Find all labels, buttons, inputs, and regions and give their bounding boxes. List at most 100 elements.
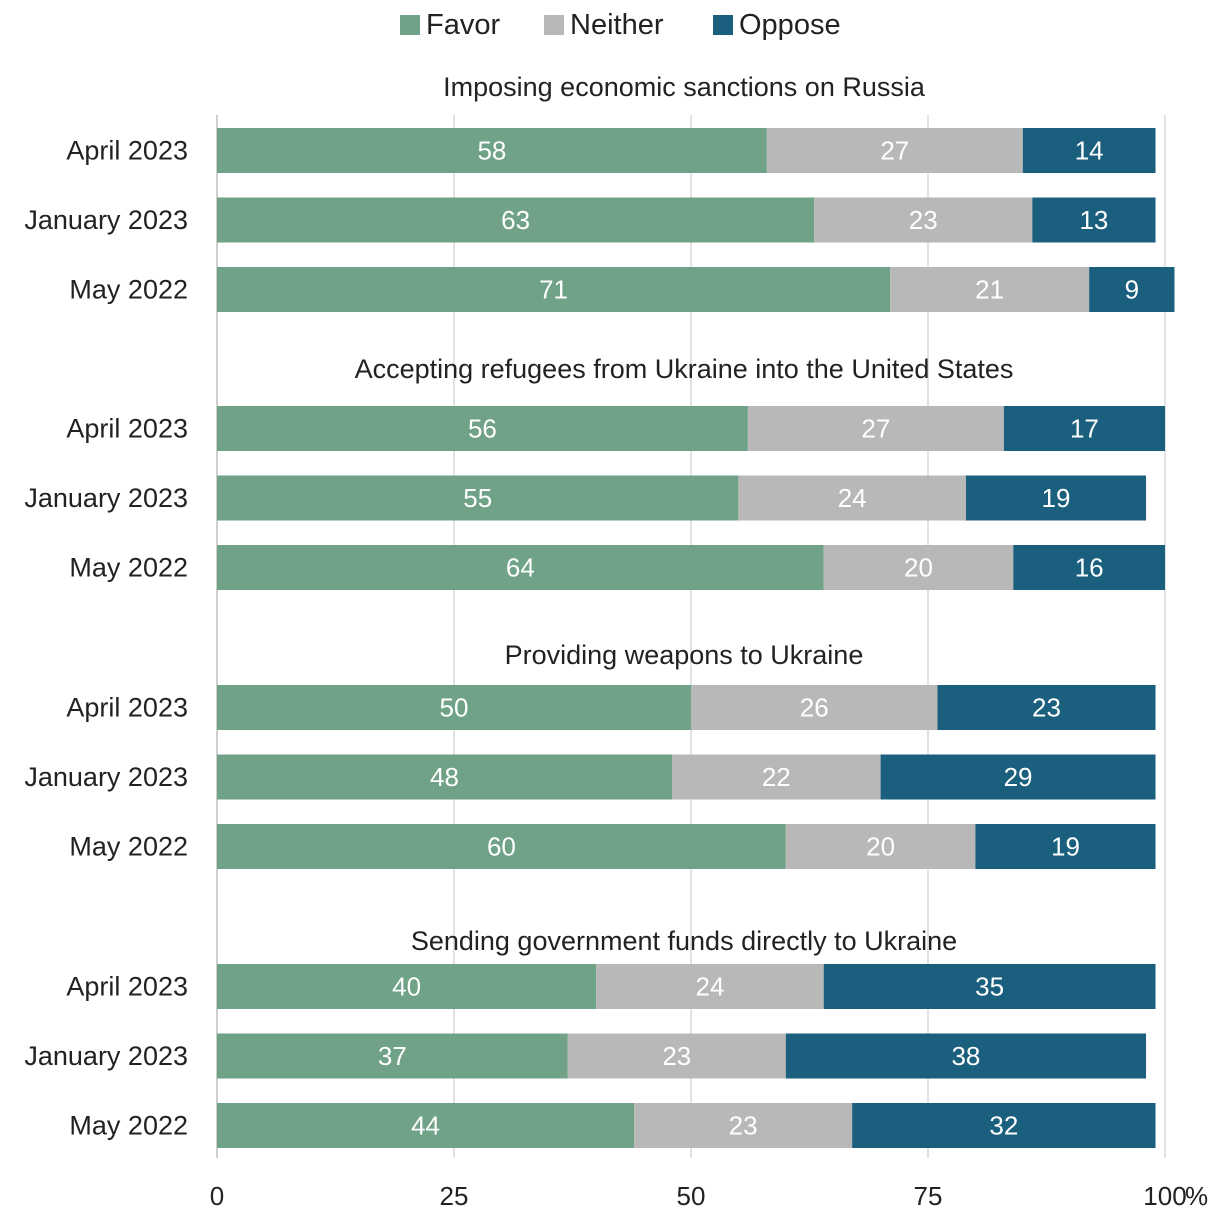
bar-segment-neither xyxy=(567,1033,786,1079)
bar-segment-favor xyxy=(217,754,673,800)
bar-segment-oppose xyxy=(1089,267,1175,312)
group-title: Sending government funds directly to Ukr… xyxy=(411,926,957,956)
data-label: 37 xyxy=(378,1041,407,1071)
data-label: 56 xyxy=(468,414,497,444)
bar-segment-oppose xyxy=(852,1103,1156,1148)
data-label: 35 xyxy=(975,972,1004,1002)
x-tick-label: 75 xyxy=(914,1181,943,1209)
bar-segment-neither xyxy=(634,1103,853,1148)
bar-segment-oppose xyxy=(880,754,1156,800)
bar-segment-oppose xyxy=(1032,197,1156,243)
bar-segment-neither xyxy=(814,197,1033,243)
data-label: 24 xyxy=(838,483,867,513)
data-label: 23 xyxy=(662,1041,691,1071)
data-label: 27 xyxy=(880,136,909,166)
data-label: 23 xyxy=(729,1111,758,1141)
data-label: 16 xyxy=(1075,553,1104,583)
bar-segment-neither xyxy=(596,964,824,1009)
row-label: April 2023 xyxy=(66,136,188,166)
group-title: Imposing economic sanctions on Russia xyxy=(443,72,926,102)
bar-segment-oppose xyxy=(937,685,1156,730)
data-label: 19 xyxy=(1051,832,1080,862)
data-label: 13 xyxy=(1079,205,1108,235)
bar-segment-oppose xyxy=(965,475,1147,521)
bar-segment-favor xyxy=(217,197,815,243)
row-label: May 2022 xyxy=(69,1111,188,1141)
row-label: January 2023 xyxy=(24,483,188,513)
data-label: 23 xyxy=(1032,693,1061,723)
x-tick-label: 0 xyxy=(210,1181,224,1209)
legend-swatch-favor xyxy=(400,15,420,35)
bar-segment-neither xyxy=(785,824,976,869)
labels: 0 25 50 75 100% Imposing economic sanctions o… xyxy=(24,72,1208,1209)
bar-segment-oppose xyxy=(823,964,1156,1009)
data-label: 19 xyxy=(1042,483,1071,513)
data-label: 20 xyxy=(866,832,895,862)
bar-segment-oppose xyxy=(1013,545,1165,590)
bar-segment-oppose xyxy=(975,824,1156,869)
data-label: 64 xyxy=(506,553,535,583)
legend-label-neither: Neither xyxy=(570,9,664,41)
data-label: 17 xyxy=(1070,414,1099,444)
data-label: 55 xyxy=(463,483,492,513)
data-label: 63 xyxy=(501,205,530,235)
bar-segment-neither xyxy=(890,267,1090,312)
data-label: 23 xyxy=(909,205,938,235)
legend-swatch-neither xyxy=(544,15,564,35)
data-label: 20 xyxy=(904,553,933,583)
bar-segment-oppose xyxy=(1022,128,1156,173)
row-label: May 2022 xyxy=(69,832,188,862)
group-title: Accepting refugees from Ukraine into the… xyxy=(355,354,1014,384)
data-label: 44 xyxy=(411,1111,440,1141)
data-label: 32 xyxy=(989,1111,1018,1141)
data-label: 50 xyxy=(440,693,469,723)
row-label: January 2023 xyxy=(24,762,188,792)
x-tick-label: 25 xyxy=(440,1181,469,1209)
bar-segment-favor xyxy=(217,1033,568,1079)
bar-segment-favor xyxy=(217,824,786,869)
data-label: 27 xyxy=(861,414,890,444)
row-label: January 2023 xyxy=(24,1041,188,1071)
bar-segment-neither xyxy=(823,545,1014,590)
x-tick-label: 100 xyxy=(1143,1181,1186,1209)
row-label: January 2023 xyxy=(24,205,188,235)
bar-segment-favor xyxy=(217,1103,635,1148)
bar-segment-favor xyxy=(217,964,597,1009)
data-label: 38 xyxy=(951,1041,980,1071)
bar-segment-favor xyxy=(217,545,824,590)
row-label: April 2023 xyxy=(66,693,188,723)
row-label: May 2022 xyxy=(69,553,188,583)
data-label: 24 xyxy=(695,972,724,1002)
row-label: April 2023 xyxy=(66,414,188,444)
bar-segment-neither xyxy=(691,685,938,730)
bar-segment-favor xyxy=(217,475,739,521)
legend-label-favor: Favor xyxy=(426,9,500,41)
data-label: 26 xyxy=(800,693,829,723)
data-label: 14 xyxy=(1075,136,1104,166)
bar-segment-favor xyxy=(217,128,767,173)
legend-swatch-oppose xyxy=(713,15,733,35)
data-label: 9 xyxy=(1125,275,1139,305)
bar-segment-favor xyxy=(217,685,691,730)
data-label: 40 xyxy=(392,972,421,1002)
data-label: 22 xyxy=(762,762,791,792)
row-label: May 2022 xyxy=(69,275,188,305)
bar-segment-oppose xyxy=(1003,406,1165,451)
bar-segment-neither xyxy=(738,475,966,521)
bar-segment-neither xyxy=(747,406,1004,451)
row-label: April 2023 xyxy=(66,972,188,1002)
data-label: 29 xyxy=(1004,762,1033,792)
bar-segment-neither xyxy=(672,754,881,800)
data-label: 60 xyxy=(487,832,516,862)
legend-label-oppose: Oppose xyxy=(739,9,841,41)
bar-segment-oppose xyxy=(785,1033,1147,1079)
bar-segment-neither xyxy=(766,128,1023,173)
bar-segment-favor xyxy=(217,267,891,312)
x-axis-unit: % xyxy=(1185,1181,1208,1209)
data-label: 58 xyxy=(477,136,506,166)
data-label: 21 xyxy=(975,275,1004,305)
data-label: 48 xyxy=(430,762,459,792)
bar-segment-favor xyxy=(217,406,748,451)
x-tick-label: 50 xyxy=(677,1181,706,1209)
